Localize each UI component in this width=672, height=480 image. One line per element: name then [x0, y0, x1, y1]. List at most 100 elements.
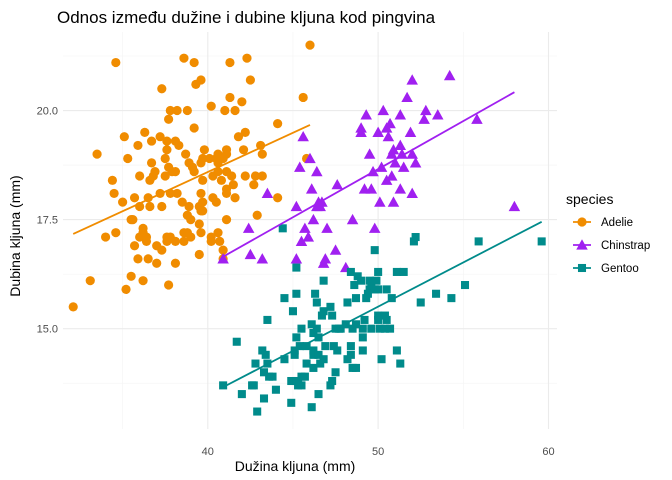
- gentoo-point: [416, 298, 425, 307]
- gentoo-point: [396, 359, 405, 368]
- gentoo-point: [326, 302, 335, 311]
- gentoo-point: [287, 376, 296, 386]
- gentoo-point: [374, 315, 383, 324]
- chinstrap-point: [387, 196, 400, 207]
- trend-lines: [72, 91, 543, 388]
- adelie-point: [257, 171, 267, 181]
- chinstrap-point: [305, 183, 318, 194]
- adelie-point: [249, 180, 259, 190]
- gentoo-point: [302, 359, 311, 368]
- gentoo-point: [290, 350, 299, 359]
- adelie-point: [111, 228, 121, 238]
- gentoo-point: [387, 294, 396, 303]
- adelie-point: [189, 57, 199, 68]
- x-tick-label: 50: [372, 446, 384, 458]
- chinstrap-point: [290, 200, 303, 212]
- legend-item-gentoo: Gentoo: [573, 263, 639, 275]
- adelie-point: [220, 105, 230, 116]
- adelie-point: [160, 153, 170, 164]
- chinstrap-point: [374, 196, 386, 207]
- series-chinstrap: [217, 69, 521, 273]
- chinstrap-point: [294, 161, 306, 172]
- gentoo-point: [261, 350, 270, 359]
- adelie-point: [238, 145, 249, 155]
- adelie-point: [133, 140, 143, 151]
- adelie-point: [227, 171, 237, 181]
- chinstrap-point: [382, 130, 395, 142]
- adelie-trend-line: [72, 124, 311, 235]
- gentoo-point: [343, 298, 352, 307]
- series-gentoo: [219, 224, 546, 416]
- adelie-point: [196, 75, 206, 85]
- adelie-point: [133, 254, 143, 264]
- gentoo-point: [374, 285, 383, 294]
- gentoo-point: [348, 324, 357, 333]
- adelie-point: [170, 236, 181, 247]
- gentoo-point: [409, 237, 418, 246]
- chinstrap-point: [304, 152, 316, 164]
- adelie-point: [157, 201, 167, 212]
- series-adelie: [68, 40, 315, 312]
- gentoo-point: [392, 267, 401, 276]
- legend-items: Adelie Chinstrap Gentoo: [573, 217, 650, 275]
- adelie-point: [174, 140, 184, 151]
- adelie-point: [242, 53, 252, 63]
- gentoo-point: [319, 307, 328, 316]
- gentoo-point: [392, 346, 401, 355]
- gentoo-point: [280, 355, 289, 364]
- legend-item-chinstrap: Chinstrap: [573, 239, 650, 252]
- legend-item-adelie: Adelie: [573, 217, 633, 229]
- adelie-point: [138, 276, 148, 286]
- gentoo-point: [309, 346, 318, 355]
- adelie-point: [92, 149, 102, 159]
- gentoo-point: [300, 372, 309, 381]
- gentoo-point: [386, 324, 395, 333]
- gentoo-point: [358, 346, 367, 355]
- chinstrap-point: [242, 222, 255, 233]
- gentoo-point: [297, 381, 306, 390]
- gentoo-point: [358, 324, 367, 333]
- gentoo-point: [280, 294, 289, 303]
- chinstrap-point: [256, 253, 269, 264]
- gentoo-point: [380, 311, 389, 320]
- adelie-point: [189, 167, 199, 177]
- x-tick-label: 60: [542, 446, 554, 458]
- adelie-point: [216, 175, 227, 185]
- adelie-point: [211, 197, 221, 207]
- gentoo-point: [287, 398, 296, 407]
- gentoo-point: [346, 350, 355, 359]
- adelie-point: [152, 258, 162, 268]
- gentoo-point: [372, 276, 381, 285]
- adelie-point: [257, 149, 267, 159]
- adelie-point: [204, 153, 215, 164]
- chinstrap-point: [295, 235, 308, 247]
- gentoo-point: [249, 381, 258, 390]
- gentoo-point: [319, 355, 328, 364]
- gentoo-point: [309, 350, 318, 359]
- chinstrap-point: [394, 139, 407, 151]
- gentoo-point: [326, 381, 335, 390]
- gentoo-point: [312, 298, 321, 307]
- chinstrap-point: [404, 126, 417, 137]
- gentoo-point: [319, 276, 328, 285]
- gentoo-point: [460, 281, 470, 290]
- chinstrap-point: [244, 248, 257, 260]
- adelie-point: [126, 271, 136, 281]
- adelie-point: [228, 180, 238, 190]
- adelie-point: [155, 132, 165, 142]
- adelie-point: [162, 145, 172, 155]
- gentoo-point: [357, 276, 366, 285]
- adelie-point: [237, 97, 247, 107]
- gentoo-point: [370, 246, 379, 255]
- chinstrap-point: [432, 109, 444, 120]
- adelie-point: [221, 184, 232, 194]
- adelie-point: [172, 188, 182, 199]
- adelie-point: [121, 284, 131, 294]
- chinstrap-point: [406, 74, 418, 85]
- gentoo-point: [351, 320, 361, 329]
- y-tick-label: 20.0: [37, 106, 58, 118]
- adelie-point: [157, 245, 167, 255]
- adelie-point: [186, 232, 196, 242]
- adelie-point: [146, 136, 157, 146]
- adelie-point: [100, 232, 111, 242]
